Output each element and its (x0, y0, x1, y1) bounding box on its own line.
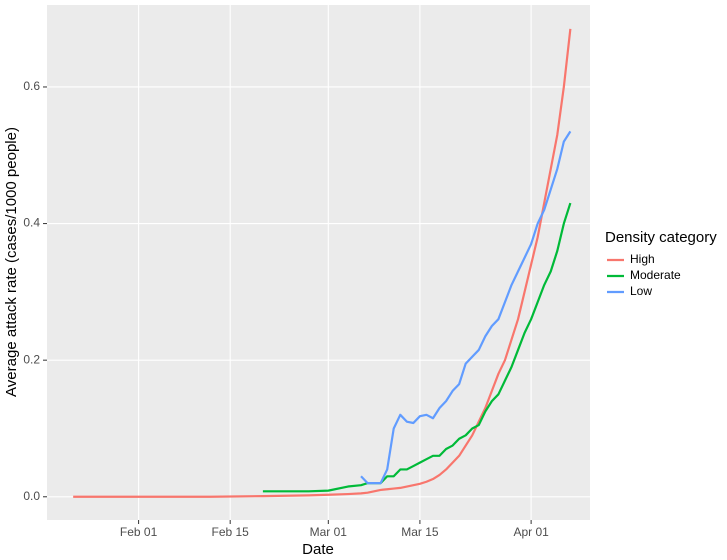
legend-text: High (630, 252, 655, 266)
plot-panel (47, 5, 590, 520)
x-tick-label: Feb 15 (212, 525, 250, 539)
legend-title: Density category (605, 229, 717, 246)
x-tick-label: Feb 01 (120, 525, 158, 539)
x-axis-title: Date (302, 541, 334, 558)
x-tick-label: Apr 01 (513, 525, 549, 539)
y-axis-title: Average attack rate (cases/1000 people) (3, 127, 20, 397)
series-line (360, 130, 572, 485)
y-tick-label: 0.4 (23, 216, 40, 230)
series-line (73, 28, 572, 498)
y-tick-label: 0.2 (23, 352, 40, 366)
x-tick-label: Mar 15 (401, 525, 439, 539)
x-tick-label: Mar 01 (310, 525, 348, 539)
y-tick-label: 0.0 (23, 489, 40, 503)
legend-text: Moderate (630, 268, 681, 282)
y-tick-label: 0.6 (23, 79, 40, 93)
legend-text: Low (630, 284, 652, 298)
